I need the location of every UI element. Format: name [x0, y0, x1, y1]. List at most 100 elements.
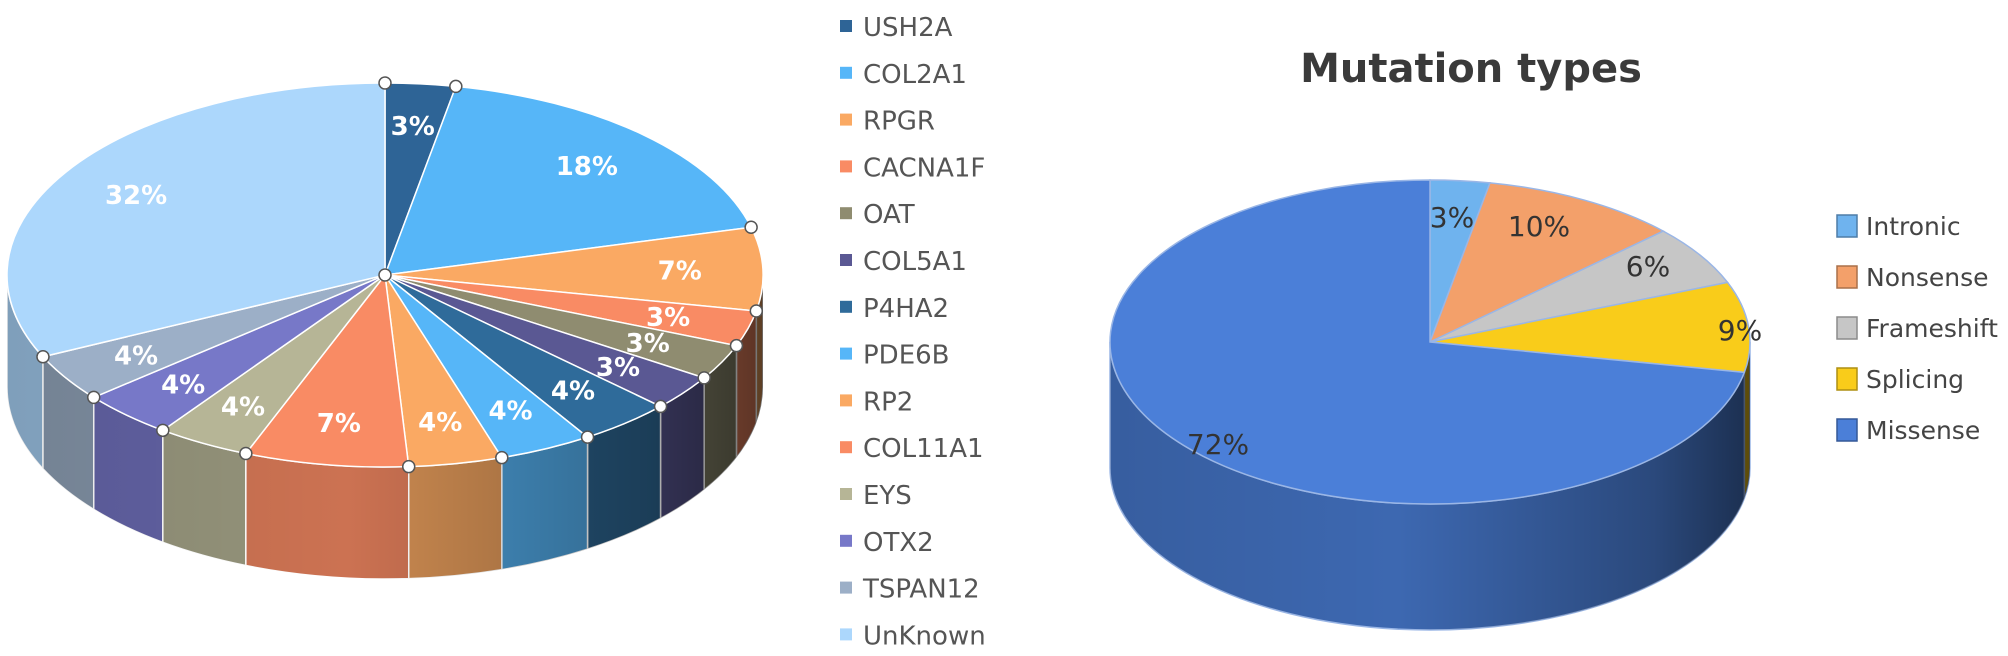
mutation-pie-legend: Intronic Nonsense Frameshift Splicing Missen… — [1836, 212, 1998, 445]
data-label-p4ha2: 4% — [551, 376, 595, 406]
selection-handle[interactable] — [378, 268, 392, 282]
legend-label: PDE6B — [863, 341, 950, 371]
legend-label: TSPAN12 — [862, 575, 980, 605]
slice-unknown[interactable] — [6, 82, 386, 358]
selection-handle[interactable] — [36, 349, 50, 364]
selection-handle[interactable] — [744, 220, 758, 235]
legend-label: CACNA1F — [863, 153, 985, 183]
legend-item-missense[interactable]: Missense — [1836, 416, 1980, 445]
legend-label: OTX2 — [863, 528, 934, 558]
legend-item-nonsense[interactable]: Nonsense — [1836, 263, 1989, 292]
legend-label: Frameshift — [1866, 314, 1998, 343]
selection-handle[interactable] — [495, 450, 509, 465]
legend-swatch — [1836, 214, 1858, 238]
selection-handle[interactable] — [449, 79, 463, 94]
legend-item-otx2[interactable]: OTX2 — [840, 528, 934, 558]
data-label-splicing: 9% — [1718, 314, 1762, 347]
legend-item-splicing[interactable]: Splicing — [1836, 365, 1964, 394]
data-label-cacna1f: 3% — [646, 303, 690, 333]
slice-frameshift[interactable] — [1429, 230, 1729, 343]
legend-swatch — [840, 160, 852, 173]
selection-handle[interactable] — [729, 338, 744, 353]
rim-shading — [1110, 342, 1750, 630]
legend-swatch — [840, 347, 852, 360]
legend-item-eys[interactable]: EYS — [840, 481, 912, 511]
legend-item-frameshift[interactable]: Frameshift — [1836, 314, 1998, 343]
legend-swatch — [840, 207, 852, 220]
legend-label: UnKnown — [863, 621, 986, 651]
rim-shading — [7, 275, 763, 579]
legend-item-intronic[interactable]: Intronic — [1836, 212, 1961, 241]
slice-nonsense[interactable] — [1428, 182, 1665, 344]
data-label-missense: 72% — [1187, 428, 1249, 461]
selection-handle[interactable] — [580, 430, 595, 444]
legend-label: P4HA2 — [863, 294, 949, 324]
gene-pie-legend: USH2A COL2A1 RPGR CACNA1F OAT COL5A1 P4HA2 PDE6… — [840, 13, 986, 651]
selection-handle[interactable] — [86, 390, 101, 405]
legend-swatch — [840, 113, 852, 126]
slice-missense[interactable] — [1109, 179, 1746, 505]
legend-item-col11a1[interactable]: COL11A1 — [840, 434, 984, 464]
slice-col11a1[interactable] — [244, 273, 410, 468]
data-label-rpgr: 7% — [658, 256, 702, 286]
slice-col2a1[interactable] — [383, 85, 753, 276]
data-label-col11a1: 7% — [317, 409, 361, 439]
gene-pie-data-labels: 3%18%7%3%3%3%4%4%4%7%4%4%4%32% — [105, 112, 702, 439]
data-label-col5a1: 3% — [596, 353, 640, 383]
legend-swatch — [1836, 316, 1858, 340]
legend-swatch — [840, 66, 852, 79]
legend-item-unknown[interactable]: UnKnown — [840, 621, 986, 651]
data-label-tspan12: 4% — [114, 341, 158, 371]
legend-label: USH2A — [863, 13, 953, 43]
legend-item-rpgr[interactable]: RPGR — [840, 107, 935, 137]
legend-label: RP2 — [863, 387, 913, 417]
legend-swatch — [840, 628, 852, 641]
mutation-types-pie-chart: Mutation types 3% 10% 6% 9% 72% Intronic Nons… — [1109, 46, 1998, 631]
legend-label: EYS — [863, 481, 912, 511]
legend-swatch — [1836, 418, 1858, 442]
legend-swatch — [840, 488, 852, 500]
legend-label: Nonsense — [1866, 263, 1989, 292]
data-label-ush2a: 3% — [391, 112, 435, 142]
selection-handle[interactable] — [378, 76, 392, 90]
selection-handle[interactable] — [156, 423, 170, 438]
legend-label: COL11A1 — [863, 434, 984, 464]
legend-label: COL5A1 — [863, 247, 967, 277]
gene-pie-chart: 3%18%7%3%3%3%4%4%4%7%4%4%4%32% USH2ACOL2… — [6, 13, 986, 651]
legend-swatch — [840, 534, 852, 547]
data-label-unknown: 32% — [105, 181, 167, 211]
legend-swatch — [840, 394, 852, 407]
legend-item-ush2a[interactable]: USH2A — [840, 13, 953, 43]
legend-item-cacna1f[interactable]: CACNA1F — [840, 153, 985, 183]
legend-label: RPGR — [863, 107, 935, 137]
slice-splicing[interactable] — [1429, 281, 1751, 374]
mutation-pie-slices — [1109, 179, 1751, 505]
legend-item-rp2[interactable]: RP2 — [840, 387, 913, 417]
legend-label: Intronic — [1866, 212, 1961, 241]
legend-label: Missense — [1866, 416, 1980, 445]
data-label-rp2: 4% — [418, 408, 462, 438]
data-label-oat: 3% — [626, 329, 670, 359]
selection-handle[interactable] — [749, 304, 764, 318]
gene-pie-slices — [6, 82, 764, 468]
legend-item-col5a1[interactable]: COL5A1 — [840, 247, 967, 277]
legend-item-p4ha2[interactable]: P4HA2 — [840, 294, 949, 324]
legend-swatch — [1836, 265, 1858, 289]
legend-item-oat[interactable]: OAT — [840, 200, 915, 230]
legend-swatch — [840, 300, 852, 313]
legend-item-tspan12[interactable]: TSPAN12 — [840, 575, 980, 605]
selection-handle[interactable] — [697, 371, 711, 385]
selection-handle[interactable] — [401, 459, 416, 474]
legend-item-col2a1[interactable]: COL2A1 — [840, 60, 967, 90]
selection-handle[interactable] — [239, 446, 253, 461]
legend-swatch — [840, 20, 852, 32]
data-label-frameshift: 6% — [1626, 250, 1670, 283]
legend-swatch — [840, 441, 852, 454]
selection-handles — [36, 76, 764, 474]
legend-item-pde6b[interactable]: PDE6B — [840, 341, 950, 371]
selection-handle[interactable] — [653, 399, 668, 414]
legend-swatch — [840, 254, 852, 266]
legend-swatch — [840, 581, 852, 594]
data-label-pde6b: 4% — [488, 397, 532, 427]
